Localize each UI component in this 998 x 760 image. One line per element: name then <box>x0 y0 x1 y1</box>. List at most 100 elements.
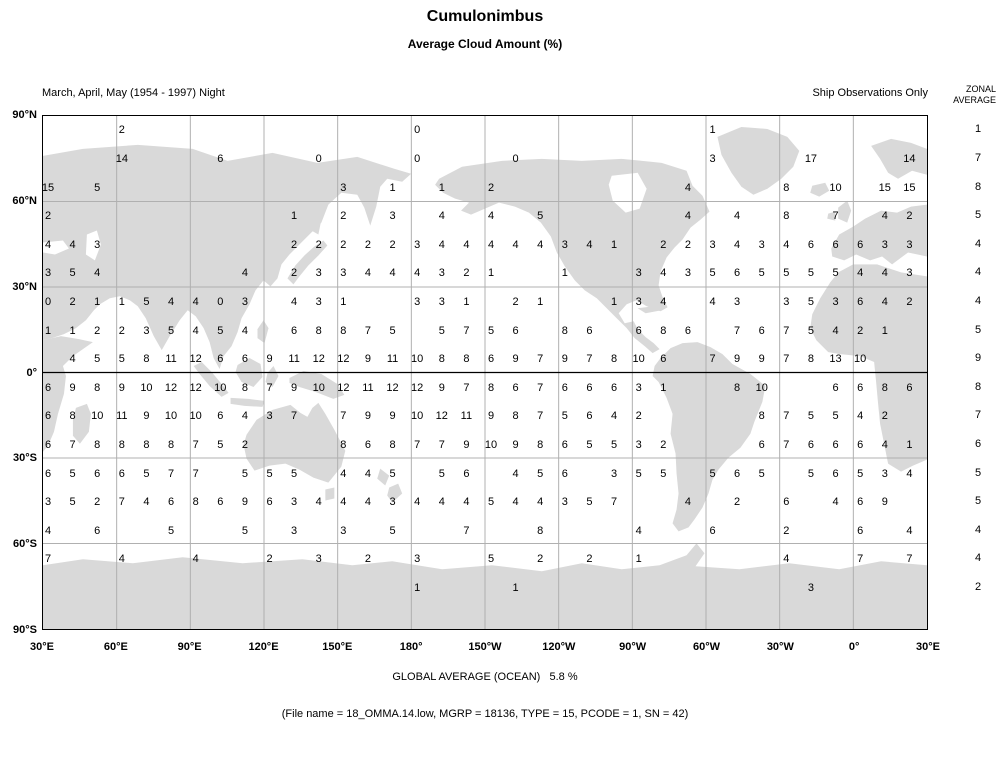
grid-value: 7 <box>783 324 790 337</box>
grid-value: 12 <box>164 381 178 394</box>
landmass-australia <box>243 402 346 483</box>
grid-value: 6 <box>807 238 814 251</box>
zonal-average-value: 2 <box>974 581 982 594</box>
grid-value: 4 <box>340 496 347 509</box>
grid-value: 0 <box>414 124 421 137</box>
grid-value: 2 <box>364 238 371 251</box>
grid-value: 8 <box>69 410 76 423</box>
grid-value: 10 <box>312 381 325 394</box>
grid-value: 8 <box>315 324 322 337</box>
grid-value: 4 <box>438 210 445 223</box>
grid-value: 7 <box>537 381 544 394</box>
grid-value: 2 <box>734 496 741 509</box>
landmass-sakhalin <box>311 202 323 235</box>
grid-value: 3 <box>709 152 716 165</box>
grid-value: 1 <box>881 324 888 337</box>
lon-tick: 30°W <box>766 641 794 653</box>
zonal-average-value: 4 <box>974 266 982 279</box>
grid-value: 5 <box>143 467 150 480</box>
grid-value: 7 <box>438 439 445 452</box>
grid-value: 2 <box>660 439 667 452</box>
landmass-europe <box>831 204 927 265</box>
grid-value: 7 <box>537 353 544 366</box>
grid-value: 2 <box>586 553 593 566</box>
grid-value: 9 <box>143 410 150 423</box>
grid-value: 4 <box>684 496 691 509</box>
grid-value: 6 <box>807 439 814 452</box>
lon-tick: 60°W <box>692 641 721 653</box>
grid-value: 10 <box>632 353 645 366</box>
grid-value: 6 <box>217 152 224 165</box>
grid-value: 2 <box>266 553 273 566</box>
grid-value: 3 <box>241 295 248 308</box>
lat-tick: 60°S <box>13 538 37 551</box>
grid-value: 5 <box>143 295 150 308</box>
grid-value: 10 <box>411 353 424 366</box>
grid-value: 4 <box>881 210 888 223</box>
grid-value: 2 <box>660 238 667 251</box>
grid-value: 7 <box>610 496 618 509</box>
grid-value: 6 <box>94 524 101 537</box>
grid-value: 3 <box>610 467 618 480</box>
grid-value: 4 <box>143 496 150 509</box>
grid-value: 1 <box>118 295 125 308</box>
grid-value: 6 <box>906 381 913 394</box>
grid-value: 1 <box>660 381 667 394</box>
grid-value: 5 <box>389 524 396 537</box>
grid-value: 3 <box>635 267 642 280</box>
grid-value: 2 <box>389 238 396 251</box>
lat-tick: 60°N <box>12 194 37 207</box>
grid-value: 9 <box>69 381 76 394</box>
grid-value: 5 <box>438 467 445 480</box>
grid-value: 5 <box>217 439 224 452</box>
world-map <box>43 116 927 629</box>
grid-value: 4 <box>857 410 864 423</box>
grid-value: 12 <box>386 381 399 394</box>
grid-value: 6 <box>832 467 839 480</box>
grid-value: 6 <box>734 267 741 280</box>
grid-value: 4 <box>684 181 691 194</box>
grid-value: 8 <box>192 496 199 509</box>
grid-value: 2 <box>487 181 495 194</box>
grid-value: 17 <box>804 152 818 165</box>
grid-value: 6 <box>94 467 101 480</box>
grid-value: 6 <box>241 353 248 366</box>
zonal-average-value: 5 <box>974 495 982 508</box>
lon-tick: 180° <box>399 641 423 653</box>
grid-value: 3 <box>340 181 347 194</box>
grid-value: 15 <box>41 181 55 194</box>
grid-value: 4 <box>167 295 175 308</box>
grid-value: 4 <box>69 353 76 366</box>
grid-value: 2 <box>94 324 101 337</box>
landmass-java <box>230 397 265 407</box>
grid-value: 9 <box>512 353 519 366</box>
grid-value: 5 <box>537 210 544 223</box>
grid-value: 3 <box>414 295 421 308</box>
grid-value: 6 <box>364 439 371 452</box>
grid-value: 11 <box>165 353 177 366</box>
grid-value: 4 <box>69 238 76 251</box>
grid-value: 5 <box>857 467 864 480</box>
grid-value: 4 <box>832 496 839 509</box>
grid-value: 3 <box>684 267 691 280</box>
grid-value: 2 <box>906 210 913 223</box>
lon-tick: 90°W <box>619 641 647 653</box>
grid-value: 5 <box>438 324 445 337</box>
grid-value: 4 <box>44 238 52 251</box>
period-label: March, April, May (1954 - 1997) Night <box>42 87 225 99</box>
grid-value: 9 <box>364 353 371 366</box>
grid-value: 3 <box>783 295 790 308</box>
grid-value: 10 <box>755 381 768 394</box>
grid-value: 9 <box>266 353 273 366</box>
grid-value: 7 <box>463 324 470 337</box>
grid-value: 2 <box>44 210 52 223</box>
grid-value: 8 <box>610 353 618 366</box>
grid-value: 5 <box>241 467 248 480</box>
landmass-scandinavia <box>871 138 927 179</box>
grid-value: 12 <box>435 410 448 423</box>
lon-tick: 0° <box>848 641 860 653</box>
grid-value: 1 <box>291 210 298 223</box>
grid-value: 0 <box>217 295 224 308</box>
grid-value: 8 <box>438 353 445 366</box>
grid-value: 4 <box>463 238 470 251</box>
